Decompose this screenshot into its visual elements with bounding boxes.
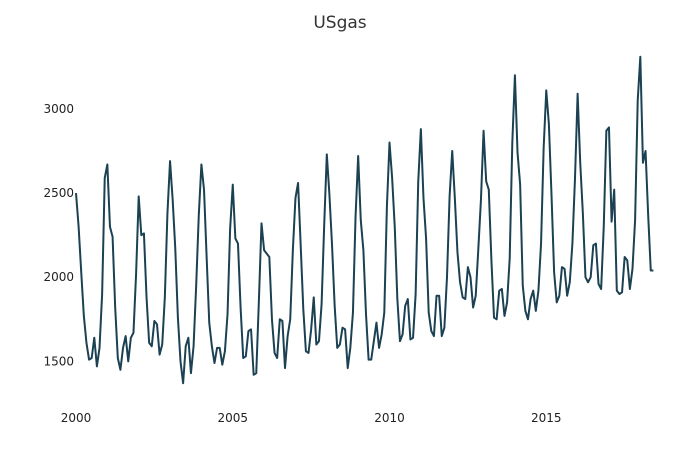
y-tick-label: 2500: [43, 186, 74, 200]
x-axis-tick-labels: 2000 2005 2010 2015: [61, 411, 562, 425]
y-tick-label: 3000: [43, 102, 74, 116]
y-tick-label: 2000: [43, 270, 74, 284]
y-axis-tick-labels: 1500 2000 2500 3000: [43, 102, 74, 368]
x-tick-label: 2015: [531, 411, 562, 425]
series-line: [75, 55, 654, 385]
y-tick-label: 1500: [43, 354, 74, 368]
plot-area: [75, 55, 654, 385]
x-tick-label: 2000: [61, 411, 92, 425]
x-tick-label: 2005: [217, 411, 248, 425]
chart-title: USgas: [313, 13, 366, 33]
x-tick-label: 2010: [374, 411, 405, 425]
